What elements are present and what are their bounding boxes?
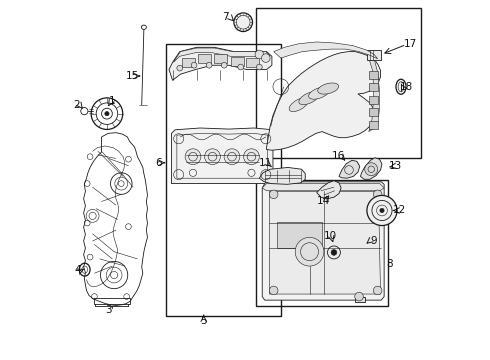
- Polygon shape: [339, 160, 360, 178]
- Bar: [369, 71, 378, 78]
- Circle shape: [256, 64, 262, 70]
- Circle shape: [244, 149, 259, 165]
- Polygon shape: [169, 47, 272, 80]
- Text: 7: 7: [222, 12, 229, 22]
- Ellipse shape: [309, 87, 329, 99]
- Circle shape: [373, 190, 382, 199]
- Circle shape: [331, 249, 337, 255]
- Circle shape: [234, 13, 252, 32]
- Circle shape: [177, 65, 183, 71]
- Polygon shape: [270, 192, 381, 294]
- Text: 5: 5: [200, 316, 207, 325]
- Circle shape: [185, 149, 201, 165]
- Ellipse shape: [396, 79, 406, 94]
- Circle shape: [224, 149, 240, 165]
- Bar: [369, 121, 378, 129]
- Bar: [182, 58, 195, 67]
- Text: 9: 9: [370, 236, 377, 246]
- Bar: [94, 298, 129, 305]
- Circle shape: [365, 163, 378, 176]
- Ellipse shape: [289, 98, 308, 112]
- Text: 10: 10: [324, 231, 337, 240]
- Text: 1: 1: [109, 96, 116, 106]
- Circle shape: [295, 237, 324, 266]
- Circle shape: [373, 286, 382, 295]
- Text: 2: 2: [73, 100, 80, 111]
- Circle shape: [221, 62, 227, 68]
- Bar: [367, 50, 381, 60]
- Circle shape: [262, 54, 270, 62]
- Text: 3: 3: [105, 305, 111, 315]
- Bar: [256, 8, 421, 158]
- Circle shape: [367, 195, 397, 226]
- Polygon shape: [361, 158, 382, 179]
- Text: 8: 8: [386, 259, 392, 269]
- Bar: [214, 54, 227, 63]
- Text: 11: 11: [259, 158, 272, 168]
- Bar: [369, 96, 378, 104]
- Text: 15: 15: [126, 71, 139, 81]
- Text: 6: 6: [155, 158, 162, 168]
- Ellipse shape: [318, 83, 339, 94]
- Polygon shape: [317, 181, 341, 199]
- Text: 13: 13: [389, 161, 402, 171]
- Bar: [231, 57, 244, 66]
- Circle shape: [380, 208, 384, 213]
- Bar: [240, 19, 246, 25]
- Circle shape: [238, 64, 244, 70]
- Bar: [256, 180, 389, 306]
- Bar: [369, 108, 378, 116]
- Polygon shape: [274, 42, 378, 59]
- Polygon shape: [267, 51, 381, 150]
- Ellipse shape: [299, 92, 319, 105]
- Circle shape: [206, 62, 212, 68]
- Text: 12: 12: [392, 206, 406, 216]
- Circle shape: [191, 62, 197, 68]
- Text: 4: 4: [74, 265, 81, 275]
- Polygon shape: [262, 182, 384, 300]
- Polygon shape: [173, 48, 270, 62]
- Circle shape: [205, 149, 220, 165]
- Circle shape: [255, 50, 264, 59]
- Polygon shape: [277, 222, 322, 248]
- Circle shape: [270, 286, 278, 295]
- Text: 17: 17: [404, 40, 417, 49]
- Polygon shape: [368, 55, 379, 132]
- Text: 14: 14: [317, 196, 331, 206]
- Bar: [198, 54, 211, 63]
- Circle shape: [355, 292, 364, 301]
- Bar: [355, 297, 366, 302]
- Text: 18: 18: [400, 82, 413, 93]
- Bar: [245, 58, 259, 67]
- Circle shape: [105, 112, 109, 116]
- Text: 16: 16: [332, 150, 345, 161]
- Polygon shape: [172, 128, 273, 184]
- Bar: [369, 83, 378, 91]
- Polygon shape: [259, 167, 305, 184]
- Circle shape: [270, 190, 278, 199]
- Polygon shape: [262, 184, 384, 191]
- Bar: [166, 44, 281, 316]
